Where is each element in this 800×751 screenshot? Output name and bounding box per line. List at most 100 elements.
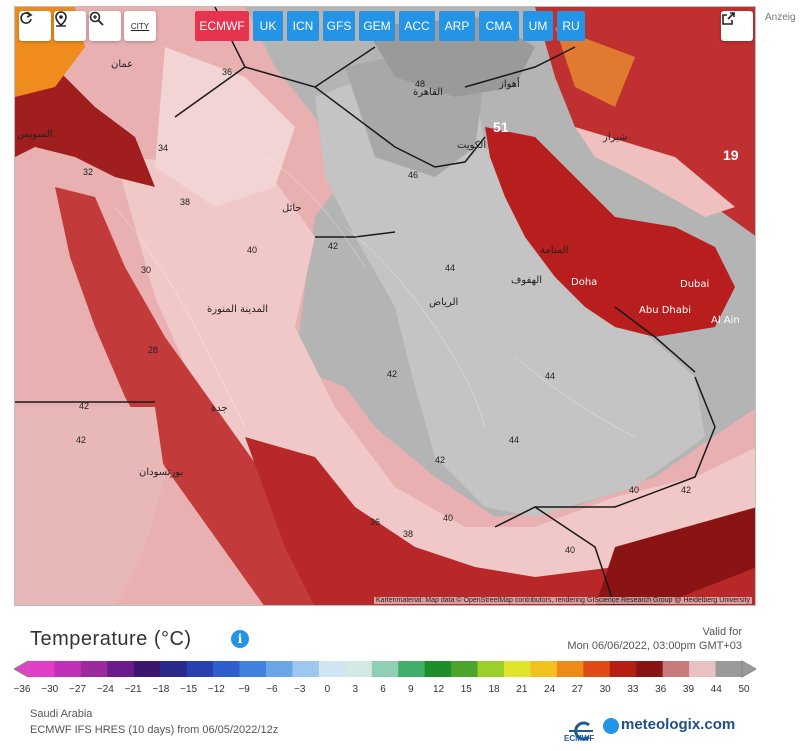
temperature-value: 40 — [629, 485, 640, 495]
city-label: الرياض — [429, 297, 459, 308]
colorbar-segment — [28, 661, 55, 677]
temperature-value: 42 — [79, 401, 90, 411]
temperature-value: 19 — [723, 147, 739, 163]
city-label: القاهرة — [413, 87, 443, 98]
colorbar-tick-label: 18 — [488, 684, 500, 695]
colorbar-tick-label: −30 — [41, 684, 59, 695]
temperature-value: 38 — [403, 529, 414, 539]
colorbar-tick-label: 15 — [460, 684, 472, 695]
temperature-value: 42 — [681, 485, 692, 495]
colorbar-tick-label: 30 — [599, 684, 611, 695]
model-ecmwf-button[interactable]: ECMWF — [195, 11, 249, 41]
valid-for-label: Valid for — [702, 626, 742, 638]
share-icon — [722, 12, 735, 25]
colorbar-left-arrow — [12, 660, 29, 678]
zoom-button[interactable] — [89, 11, 121, 41]
model-run-label: ECMWF IFS HRES (10 days) from 06/05/2022… — [30, 724, 279, 736]
colorbar-tick-label: −15 — [180, 684, 198, 695]
colorbar-segment — [477, 661, 505, 677]
model-ru-button[interactable]: RU — [557, 11, 585, 41]
colorbar-segment — [54, 661, 82, 677]
temperature-value: 28 — [148, 345, 159, 355]
zoom-in-icon — [89, 11, 104, 26]
colorbar-segment — [689, 661, 717, 677]
colorbar-tick-label: 33 — [627, 684, 639, 695]
colorbar-svg — [12, 660, 758, 678]
temperature-value: 44 — [445, 263, 456, 273]
temperature-value: 51 — [493, 119, 509, 135]
colorbar-tick-label: −6 — [266, 684, 278, 695]
colorbar-segment — [530, 661, 558, 677]
city-label: المنامة — [540, 245, 569, 256]
city-label: الهفوف — [511, 275, 543, 286]
temperature-value: 42 — [76, 435, 87, 445]
map-attribution: Kartenmaterial: Map data © OpenStreetMap… — [373, 597, 752, 604]
model-um-button[interactable]: UM — [523, 11, 553, 41]
city-label: Al Ain — [711, 315, 740, 326]
colorbar-segment — [636, 661, 664, 677]
refresh-button[interactable] — [19, 11, 51, 41]
temperature-value: 34 — [158, 143, 169, 153]
model-arp-button[interactable]: ARP — [439, 11, 475, 41]
temperature-value: 42 — [435, 455, 446, 465]
colorbar-tick-label: 0 — [324, 684, 331, 695]
colorbar-tick-label: −24 — [96, 684, 114, 695]
temperature-value: 44 — [545, 371, 556, 381]
ecmwf-logo-text: ECMWF — [564, 734, 595, 743]
valid-time: Mon 06/06/2022, 03:00pm GMT+03 — [567, 640, 742, 652]
meteologix-logo-icon — [603, 718, 619, 734]
colorbar-ticks: −36 −30 −27 −24 −21 −18 −15 −12 −9 −6 −3 0 3 6 9 12 15 18… — [14, 684, 752, 698]
colorbar-tick-label: −36 — [13, 684, 31, 695]
colorbar-tick-label: −12 — [207, 684, 225, 695]
model-gem-button[interactable]: GEM — [359, 11, 395, 41]
temperature-value: 38 — [180, 197, 191, 207]
city-label-icon: CITY — [130, 21, 150, 31]
colorbar-segment — [345, 661, 373, 677]
city-label: شيراز — [603, 132, 628, 143]
model-acc-button[interactable]: ACC — [399, 11, 435, 41]
location-button[interactable] — [54, 11, 86, 41]
city-label: بورتسودان — [139, 467, 184, 478]
temperature-value: 42 — [328, 241, 339, 251]
city-label: المدينة المنورة — [207, 304, 269, 315]
model-uk-button[interactable]: UK — [253, 11, 283, 41]
colorbar-segment — [292, 661, 320, 677]
colorbar-tick-label: 6 — [380, 684, 386, 695]
colorbar-segment — [213, 661, 241, 677]
city-label: السويس — [17, 129, 53, 140]
meteologix-brand[interactable]: meteologix.com — [621, 716, 736, 733]
city-button[interactable]: CITY — [124, 11, 156, 41]
temperature-value: 30 — [141, 265, 152, 275]
colorbar-tick-label: −9 — [238, 684, 250, 695]
info-icon[interactable]: i — [231, 630, 249, 648]
colorbar-segment — [451, 661, 479, 677]
colorbar-tick-label: 12 — [432, 684, 445, 695]
colorbar-segment — [318, 661, 346, 677]
temperature-map[interactable]: CITY ECMWF UK ICN GFS GEM ACC ARP CMA UM… — [14, 6, 756, 606]
city-label: حائل — [282, 203, 302, 214]
city-label: الكويت — [457, 140, 487, 151]
temperature-value: 40 — [247, 245, 258, 255]
colorbar-segment — [662, 661, 690, 677]
model-cma-button[interactable]: CMA — [479, 11, 519, 41]
colorbar-tick-label: −18 — [152, 684, 170, 695]
colorbar-tick-label: 44 — [710, 684, 722, 695]
colorbar-tick-label: −27 — [69, 684, 87, 695]
colorbar-tick-label: 50 — [738, 684, 750, 695]
model-gfs-button[interactable]: GFS — [323, 11, 355, 41]
colorbar-tick-label: −21 — [124, 684, 142, 695]
colorbar-segment — [133, 661, 161, 677]
colorbar-segment — [609, 661, 637, 677]
colorbar-tick-label: −3 — [293, 684, 306, 695]
model-icn-button[interactable]: ICN — [287, 11, 319, 41]
temperature-value: 48 — [415, 79, 426, 89]
legend-title: Temperature (°C) — [30, 628, 192, 650]
colorbar-tick-label: 21 — [516, 684, 528, 695]
colorbar-segment — [424, 661, 452, 677]
temperature-value: 36 — [370, 517, 381, 527]
colorbar-segment — [160, 661, 188, 677]
city-label: Abu Dhabi — [639, 305, 691, 316]
city-label: Dubai — [680, 279, 710, 290]
share-button[interactable] — [721, 11, 753, 41]
